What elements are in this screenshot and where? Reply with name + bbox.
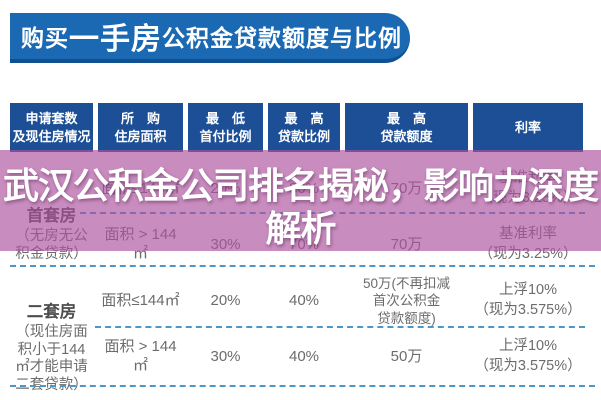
banner-text-emphasis: 一手房: [69, 23, 162, 56]
table-row: 面积 > 144㎡ 30% 40% 50万 上浮10% （现为3.575%）: [0, 334, 601, 380]
cell-area: 面积 > 144㎡: [104, 338, 177, 374]
banner-text-suffix: 公积金贷款额度与比例: [162, 25, 402, 51]
cell-loan-ratio: 40%: [288, 347, 320, 365]
row-note-second-home: （现住房面 积小于144 ㎡才能申请 二套贷款）: [15, 323, 88, 393]
cell-down-payment: 20%: [210, 291, 241, 309]
watermark-overlay: 武汉公积金公司排名揭秘，影响力深度 解析: [0, 150, 601, 251]
banner-text-prefix: 购买: [21, 25, 69, 51]
header-col-min-down-payment: 最 低 首付比例: [188, 103, 263, 152]
cell-interest-rate: 上浮10% （现为3.575%）: [474, 282, 582, 318]
cell-loan-ratio: 40%: [288, 291, 320, 309]
cell-loan-amount: 50万(不再扣减 首次公积金 贷款额度): [362, 275, 450, 326]
divider: [95, 326, 585, 328]
header-col-apply-count: 申请套数 及现住房情况: [10, 103, 93, 152]
header-col-max-loan-ratio: 最 高 贷款比例: [268, 103, 340, 152]
header-col-interest-rate: 利率: [473, 103, 583, 152]
watermark-title: 武汉公积金公司排名揭秘，影响力深度 解析: [2, 165, 599, 249]
table-row: 面积≤144㎡ 20% 40% 50万(不再扣减 首次公积金 贷款额度) 上浮1…: [0, 274, 601, 328]
cell-area: 面积≤144㎡: [101, 291, 180, 309]
divider: [10, 385, 595, 387]
cell-interest-rate: 上浮10% （现为3.575%）: [474, 338, 582, 374]
title-banner: 购买 一手房 公积金贷款额度与比例: [10, 13, 410, 63]
cell-loan-amount: 50万: [390, 347, 423, 365]
row-label-second-home: 二套房 （现住房面 积小于144 ㎡才能申请 二套贷款）: [10, 284, 93, 395]
row-title-second-home: 二套房: [26, 302, 77, 321]
cell-down-payment: 30%: [210, 347, 241, 365]
divider: [10, 265, 595, 267]
header-col-house-area: 所 购 住房面积: [98, 103, 183, 152]
header-col-max-loan-amount: 最 高 贷款额度: [345, 103, 468, 152]
